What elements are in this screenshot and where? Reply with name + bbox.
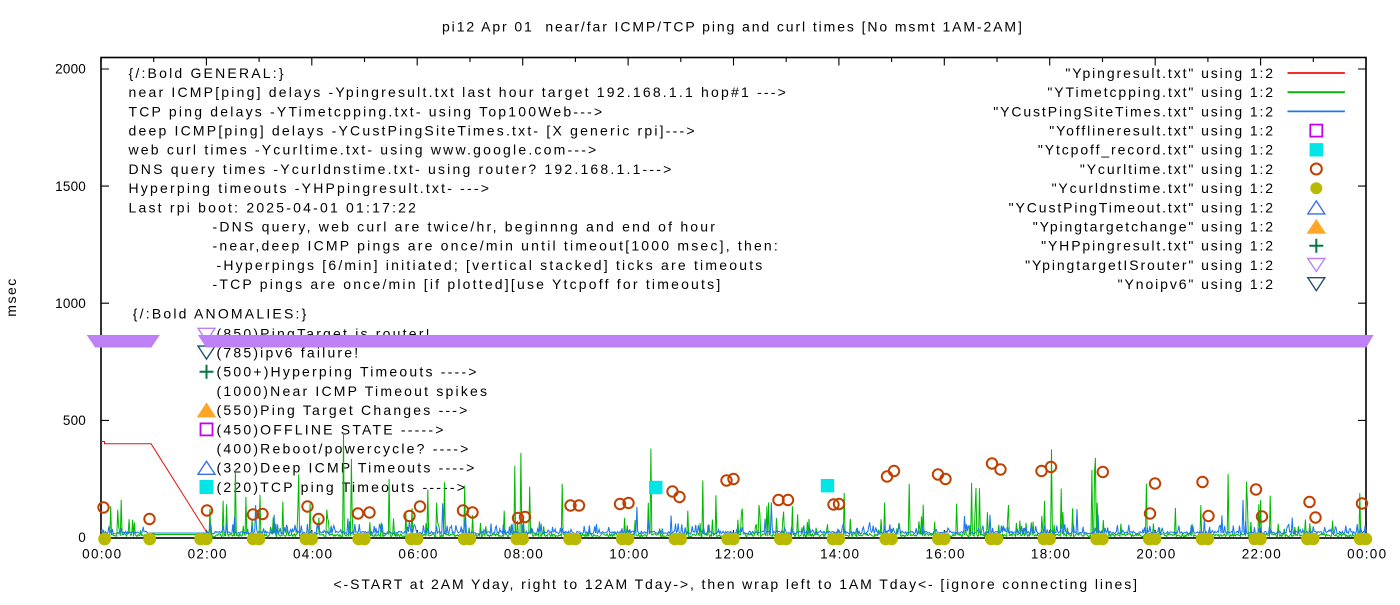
svg-text:2000: 2000	[55, 62, 86, 77]
svg-text:pi12 Apr 01 near/far ICMP/TCP: pi12 Apr 01 near/far ICMP/TCP ping and c…	[442, 18, 1024, 34]
svg-text:"YCustPingSiteTimes.txt" using: "YCustPingSiteTimes.txt" using 1:2	[993, 103, 1275, 119]
svg-text:00:00: 00:00	[82, 546, 122, 561]
svg-text:"YCustPingTimeout.txt" using 1: "YCustPingTimeout.txt" using 1:2	[1009, 199, 1275, 215]
svg-text:(220)TCP ping Timeouts ----->: (220)TCP ping Timeouts ----->	[217, 479, 468, 495]
svg-text:(400)Reboot/powercycle? ---->: (400)Reboot/powercycle? ---->	[217, 441, 471, 457]
svg-text:DNS query times -Ycurldnstime.: DNS query times -Ycurldnstime.txt- using…	[129, 161, 674, 177]
svg-text:Last rpi boot: 2025-04-01 01:1: Last rpi boot: 2025-04-01 01:17:22	[129, 199, 419, 215]
svg-text:14:00: 14:00	[820, 546, 860, 561]
svg-text:web curl times -Ycurltime.txt-: web curl times -Ycurltime.txt- using www…	[128, 142, 599, 158]
svg-text:{/:Bold ANOMALIES:}: {/:Bold ANOMALIES:}	[133, 306, 309, 322]
svg-text:(785)ipv6 failure!: (785)ipv6 failure!	[217, 345, 361, 361]
svg-text:TCP ping delays -YTimetcpping.: TCP ping delays -YTimetcpping.txt- using…	[129, 103, 605, 119]
svg-text:-DNS query, web curl are twice: -DNS query, web curl are twice/hr, begin…	[213, 219, 718, 235]
svg-text:10:00: 10:00	[609, 546, 649, 561]
svg-text:-near,deep ICMP pings are once: -near,deep ICMP pings are once/min until…	[213, 238, 781, 254]
svg-text:(320)Deep ICMP Timeouts ---->: (320)Deep ICMP Timeouts ---->	[217, 460, 477, 476]
svg-text:(450)OFFLINE STATE ----->: (450)OFFLINE STATE ----->	[217, 421, 446, 437]
svg-text:04:00: 04:00	[293, 546, 333, 561]
svg-text:22:00: 22:00	[1242, 546, 1282, 561]
svg-text:500: 500	[63, 413, 86, 428]
svg-text:"Ypingresult.txt" using 1:2: "Ypingresult.txt" using 1:2	[1065, 65, 1275, 81]
svg-text:18:00: 18:00	[1031, 546, 1071, 561]
svg-text:(500+)Hyperping Timeouts ---->: (500+)Hyperping Timeouts ---->	[217, 364, 479, 380]
svg-text:<-START at 2AM Yday, right to: <-START at 2AM Yday, right to 12AM Tday-…	[333, 576, 1138, 592]
svg-text:"Ycurltime.txt" using 1:2: "Ycurltime.txt" using 1:2	[1080, 161, 1275, 177]
svg-text:"Ynoipv6" using 1:2: "Ynoipv6" using 1:2	[1118, 276, 1275, 292]
svg-text:"Ypingtargetchange" using 1:2: "Ypingtargetchange" using 1:2	[1033, 219, 1275, 235]
svg-text:"Yofflineresult.txt" using 1:2: "Yofflineresult.txt" using 1:2	[1049, 123, 1275, 139]
svg-text:0: 0	[78, 530, 86, 545]
svg-text:-Hyperpings [6/min] initiated;: -Hyperpings [6/min] initiated; [vertical…	[217, 257, 765, 273]
svg-text:08:00: 08:00	[504, 546, 544, 561]
svg-text:near ICMP[ping] delays -Ypingr: near ICMP[ping] delays -Ypingresult.txt …	[129, 84, 789, 100]
svg-text:-TCP pings are once/min [if pl: -TCP pings are once/min [if plotted][use…	[213, 276, 723, 292]
svg-text:(550)Ping Target Changes --->: (550)Ping Target Changes --->	[217, 402, 470, 418]
svg-text:12:00: 12:00	[715, 546, 755, 561]
svg-text:msec: msec	[3, 277, 19, 316]
svg-text:deep ICMP[ping] delays -YCustP: deep ICMP[ping] delays -YCustPingSiteTim…	[129, 123, 697, 139]
svg-text:20:00: 20:00	[1136, 546, 1176, 561]
svg-text:"YHPpingresult.txt" using 1:2: "YHPpingresult.txt" using 1:2	[1041, 238, 1275, 254]
svg-text:06:00: 06:00	[398, 546, 438, 561]
svg-text:16:00: 16:00	[925, 546, 965, 561]
svg-text:"Ytcpoff_record.txt" using 1:2: "Ytcpoff_record.txt" using 1:2	[1038, 142, 1275, 158]
svg-text:"YTimetcpping.txt" using 1:2: "YTimetcpping.txt" using 1:2	[1047, 84, 1275, 100]
svg-text:00:00: 00:00	[1347, 546, 1387, 561]
svg-text:02:00: 02:00	[188, 546, 228, 561]
svg-text:"YpingtargetISrouter" using 1:: "YpingtargetISrouter" using 1:2	[1025, 257, 1275, 273]
svg-text:1500: 1500	[55, 179, 86, 194]
svg-text:(1000)Near ICMP Timeout spikes: (1000)Near ICMP Timeout spikes	[217, 383, 490, 399]
svg-text:1000: 1000	[55, 296, 86, 311]
svg-text:Hyperping timeouts -YHPpingres: Hyperping timeouts -YHPpingresult.txt- -…	[129, 180, 492, 196]
svg-text:"Ycurldnstime.txt" using 1:2: "Ycurldnstime.txt" using 1:2	[1052, 180, 1275, 196]
svg-text:{/:Bold GENERAL:}: {/:Bold GENERAL:}	[129, 65, 286, 81]
